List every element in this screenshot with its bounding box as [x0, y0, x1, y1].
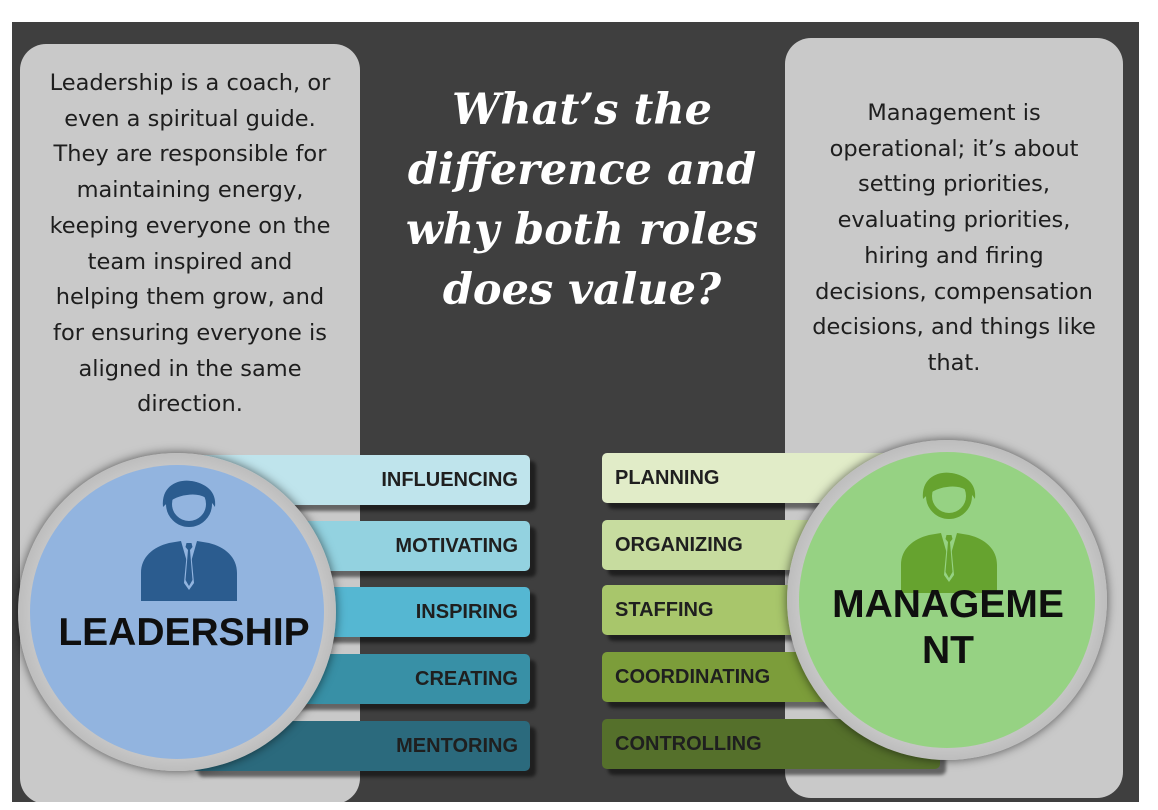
management-description-line: decisions, compensation: [815, 278, 1093, 305]
leadership-description-line: team inspired and: [87, 248, 293, 275]
headline: What’s the difference and why both roles…: [392, 80, 772, 320]
leadership-description-line: They are responsible for: [53, 141, 327, 168]
person-icon: [901, 472, 997, 593]
management-description-line: that.: [927, 349, 981, 376]
leadership-description-line: for ensuring everyone is: [53, 319, 327, 346]
management-label: MANAGEME NT: [808, 582, 1088, 674]
leadership-description-line: helping them grow, and: [55, 284, 325, 311]
leadership-description-line: even a spiritual guide.: [64, 105, 316, 132]
management-description-line: hiring and firing: [864, 242, 1044, 269]
management-description-line: setting priorities,: [858, 171, 1050, 198]
leadership-description-line: maintaining energy,: [76, 177, 304, 204]
headline-line: why both roles: [405, 205, 759, 255]
management-label-line: MANAGEME: [832, 583, 1064, 626]
management-description-line: evaluating priorities,: [837, 207, 1071, 234]
management-description-line: Management is: [867, 100, 1041, 126]
headline-line: difference and: [407, 145, 757, 195]
leadership-description-line: Leadership is a coach, or: [49, 70, 331, 96]
leadership-label: LEADERSHIP: [58, 611, 310, 654]
slide: Leadership is a coach, or even a spiritu…: [12, 22, 1139, 802]
person-icon: [141, 480, 237, 601]
management-description-line: operational; it’s about: [829, 135, 1079, 162]
leadership-description-line: aligned in the same: [78, 355, 302, 382]
leadership-description-line: keeping everyone on the: [49, 212, 331, 239]
headline-line: does value?: [442, 265, 722, 315]
headline-line: What’s the: [452, 85, 712, 135]
leadership-circle: [30, 465, 324, 759]
leadership-person-icon: [141, 480, 237, 601]
management-description-line: decisions, and things like: [812, 314, 1096, 341]
management-circle: [799, 452, 1095, 748]
management-person-icon: [901, 472, 997, 593]
leadership-description-line: direction.: [137, 391, 243, 418]
management-label-line: NT: [922, 629, 974, 672]
